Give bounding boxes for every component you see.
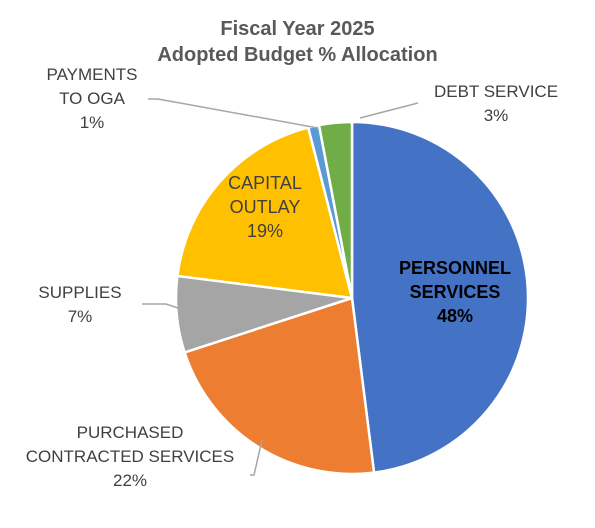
pie-slice-0 (350, 120, 530, 475)
slice-value-label-0: 48% (437, 306, 473, 326)
slice-name-label-5: DEBT SERVICE (434, 82, 558, 101)
slice-value-label-1: 22% (113, 471, 147, 490)
slice-name-label-4: PAYMENTS (47, 65, 138, 84)
slice-label-5: DEBT SERVICE 3% (434, 82, 558, 125)
slice-name-label-0: SERVICES (410, 282, 501, 302)
slice-value-label-2: 7% (68, 307, 93, 326)
slice-value-label-5: 3% (484, 106, 509, 125)
slice-name-label-0: PERSONNEL (399, 258, 511, 278)
leader-line-4 (148, 98, 319, 129)
pie-slice-1 (183, 296, 376, 476)
slice-name-label-3: OUTLAY (230, 197, 301, 217)
slice-name-label-1: CONTRACTED SERVICES (26, 447, 234, 466)
leader-line-1 (250, 439, 263, 476)
slice-label-0: PERSONNEL SERVICES 48% (399, 258, 511, 326)
chart-title-line-1: Fiscal Year 2025 (220, 18, 375, 40)
slice-label-3: CAPITAL OUTLAY 19% (228, 173, 302, 241)
slice-name-label-4: TO OGA (59, 89, 125, 108)
slice-label-4: PAYMENTS TO OGA 1% (47, 65, 138, 132)
slice-name-label-3: CAPITAL (228, 173, 302, 193)
slice-name-label-1: PURCHASED (77, 423, 184, 442)
leader-line-5 (359, 102, 419, 119)
slice-label-2: SUPPLIES 7% (38, 283, 121, 326)
slice-name-label-2: SUPPLIES (38, 283, 121, 302)
leader-line-2 (142, 303, 179, 309)
pie-slice-3 (175, 126, 354, 300)
slice-value-label-3: 19% (247, 221, 283, 241)
slice-label-1: PURCHASED CONTRACTED SERVICES 22% (26, 423, 234, 490)
chart-title-line-2: Adopted Budget % Allocation (157, 44, 438, 66)
pie-slice-5 (317, 120, 354, 299)
slice-value-label-4: 1% (80, 113, 105, 132)
